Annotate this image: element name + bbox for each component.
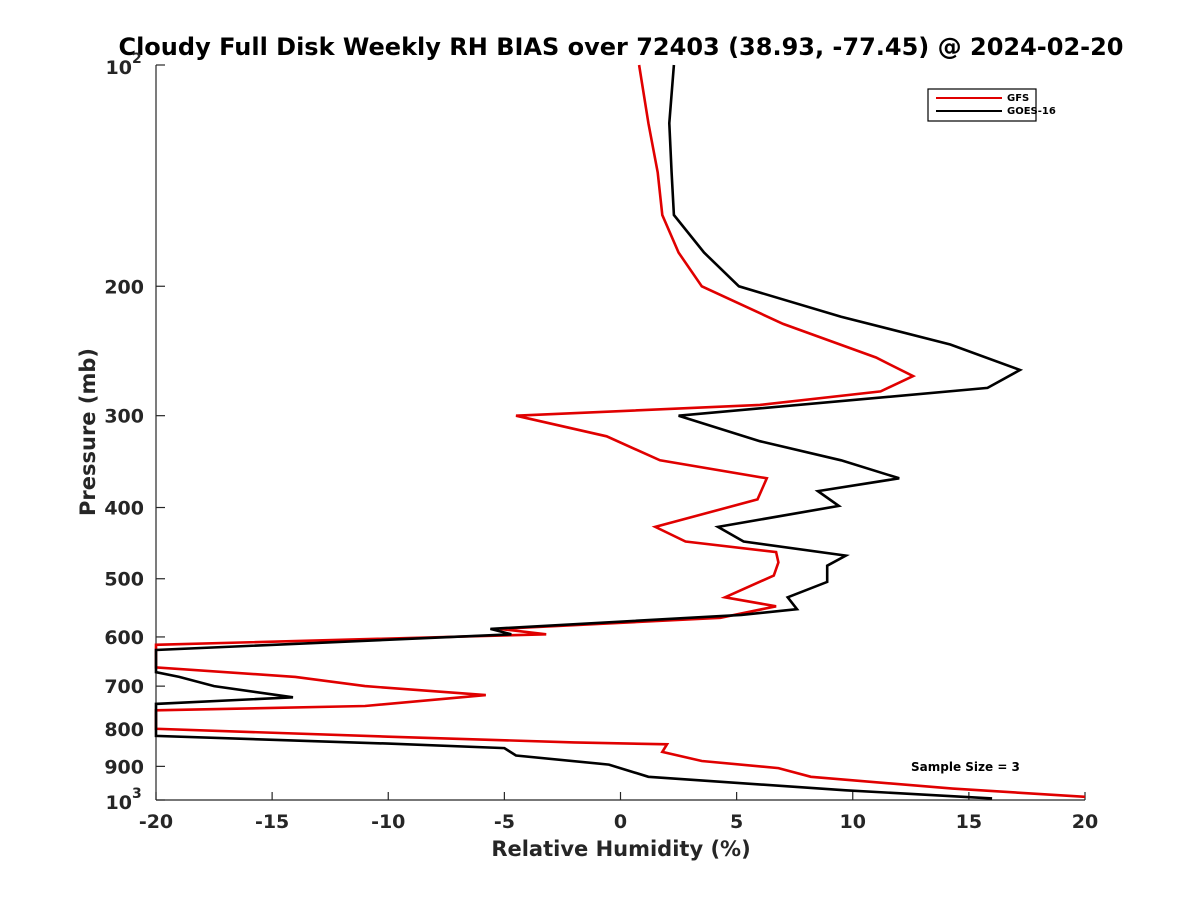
chart-title: Cloudy Full Disk Weekly RH BIAS over 724… — [118, 33, 1123, 61]
legend-label-goes-16: GOES-16 — [1007, 106, 1056, 117]
y-tick-label: 300 — [104, 406, 144, 428]
y-tick-label: 200 — [104, 276, 144, 298]
x-tick-label: 10 — [840, 811, 866, 833]
x-tick-label: 5 — [730, 811, 743, 833]
legend: GFS GOES-16 — [927, 88, 1056, 122]
series-line-gfs — [154, 64, 1086, 799]
y-tick-exponent: 2 — [132, 51, 142, 67]
y-tick-label: 900 — [104, 756, 144, 778]
x-tick-label: 0 — [614, 811, 627, 833]
y-axis-label: Pressure (mb) — [76, 348, 100, 516]
y-tick-exponent: 3 — [132, 786, 142, 802]
y-tick-label: 10 — [106, 57, 132, 79]
y-tick-label: 500 — [104, 569, 144, 591]
series-lines — [154, 64, 1086, 800]
x-axis-label: Relative Humidity (%) — [491, 837, 750, 861]
y-tick-label: 400 — [104, 498, 144, 520]
series-line-goes-16 — [154, 64, 1024, 800]
x-tick-label: -20 — [139, 811, 173, 833]
sample-size-annotation: Sample Size = 3 — [911, 760, 1020, 774]
x-tick-label: 15 — [956, 811, 982, 833]
y-tick-label: 700 — [104, 676, 144, 698]
x-tick-label: -5 — [494, 811, 515, 833]
x-tick-label: -10 — [371, 811, 405, 833]
x-tick-label: -15 — [255, 811, 289, 833]
legend-box — [927, 88, 1037, 122]
legend-label-gfs: GFS — [1007, 93, 1029, 104]
y-tick-label: 800 — [104, 719, 144, 741]
x-tick-label: 20 — [1072, 811, 1098, 833]
y-tick-label: 10 — [106, 792, 132, 814]
y-tick-label: 600 — [104, 627, 144, 649]
